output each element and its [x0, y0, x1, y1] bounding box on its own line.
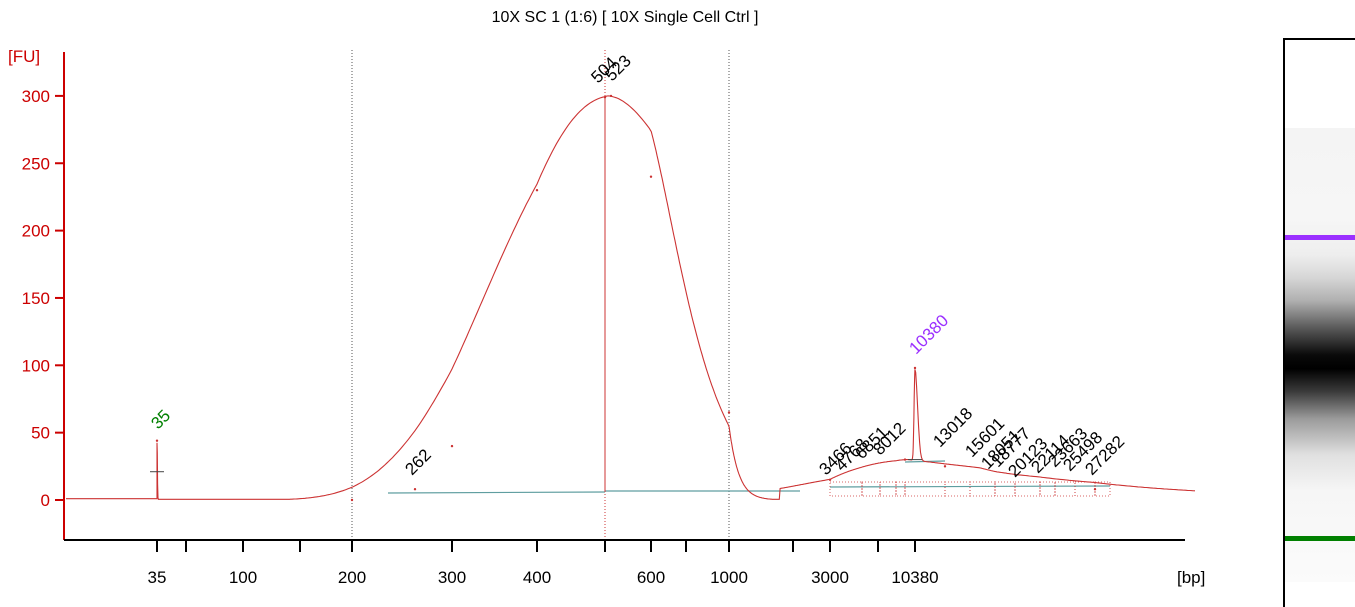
fragment-box — [879, 481, 897, 497]
data-point — [450, 444, 454, 448]
x-axis: 35 100 200 300 400 600 1000 3000 10380 — [64, 539, 1185, 587]
y-tick-label: 150 — [22, 289, 50, 308]
trace-layer — [66, 94, 1196, 502]
data-point — [649, 175, 653, 178]
x-tick-label: 10380 — [891, 568, 938, 587]
y-axis: 0 50 100 150 200 250 300 — [22, 52, 65, 540]
fragment-box — [1074, 481, 1096, 497]
fragment-box — [1054, 481, 1076, 497]
y-tick-label: 200 — [22, 222, 50, 241]
baseline-segment — [829, 485, 1111, 488]
y-tick-label: 300 — [22, 87, 50, 106]
data-point — [535, 188, 539, 192]
trace-line — [66, 95, 1196, 500]
fragment-box — [1039, 481, 1056, 497]
gel-lane — [1285, 128, 1355, 582]
y-tick-label: 50 — [31, 424, 50, 443]
lower-marker-band — [1285, 536, 1355, 541]
fragment-box — [944, 481, 971, 497]
x-tick-label: 400 — [523, 568, 551, 587]
baseline-segment — [387, 491, 606, 494]
data-point — [913, 366, 917, 370]
peak-label: 10380 — [905, 311, 952, 358]
data-point — [903, 458, 907, 461]
x-tick-label: 35 — [148, 568, 167, 587]
data-point — [155, 439, 159, 442]
fragment-box — [1014, 481, 1041, 497]
peak-label: 35 — [147, 406, 174, 433]
x-tick-label: 300 — [438, 568, 466, 587]
data-point — [828, 478, 832, 481]
y-tick-label: 100 — [22, 356, 50, 375]
chart-title: 10X SC 1 (1:6) [ 10X Single Cell Ctrl ] — [492, 9, 759, 26]
data-point — [350, 498, 354, 502]
data-point — [943, 465, 947, 468]
fragment-box — [1094, 481, 1111, 497]
data-point — [609, 94, 613, 98]
fragment-box — [994, 481, 1016, 497]
x-tick-label: 1000 — [710, 568, 748, 587]
electropherogram-chart: 10X SC 1 (1:6) [ 10X Single Cell Ctrl ] … — [8, 9, 1205, 587]
y-tick-label: 250 — [22, 154, 50, 173]
x-tick-label: 100 — [229, 568, 257, 587]
y-tick-label: 0 — [41, 491, 50, 510]
y-axis-label: [FU] — [8, 47, 40, 66]
gel-image — [1283, 38, 1355, 607]
data-point — [413, 488, 417, 491]
fragment-box — [895, 481, 906, 497]
fragment-box — [969, 481, 996, 497]
x-axis-label: [bp] — [1177, 568, 1205, 587]
data-point — [727, 411, 731, 414]
fragment-box — [861, 481, 881, 497]
upper-marker-band — [1285, 235, 1355, 240]
peak-label: 262 — [401, 445, 434, 478]
x-tick-label: 3000 — [811, 568, 849, 587]
x-tick-label: 200 — [338, 568, 366, 587]
fragment-box — [904, 481, 946, 497]
fragment-box — [829, 481, 863, 497]
x-tick-label: 600 — [637, 568, 665, 587]
